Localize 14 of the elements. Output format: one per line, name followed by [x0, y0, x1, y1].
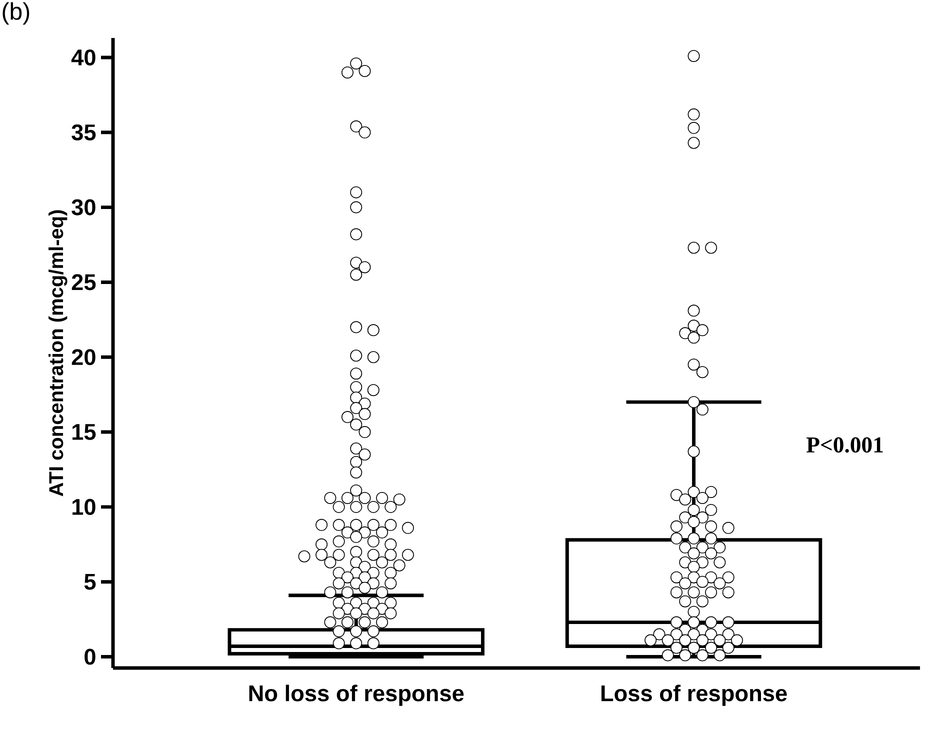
y-tick-label: 0	[84, 648, 96, 665]
y-tick-label: 20	[72, 349, 96, 366]
y-tick-label: 40	[71, 49, 96, 66]
y-tick-label: 25	[72, 274, 96, 290]
y-tick-label: 10	[72, 498, 96, 515]
annotation: P<0.001	[806, 437, 883, 453]
text: (b)	[2, 2, 30, 25]
y-tick-label: 5	[84, 574, 96, 590]
y-tick-label: 30	[72, 199, 96, 216]
x-tick-label: No loss of response	[249, 684, 464, 706]
y-axis-title: ATI concentration (mcg/ml-eq)	[48, 210, 68, 496]
y-tick-label: 35	[72, 124, 96, 140]
y-tick-label: 15	[72, 424, 96, 440]
x-tick-label: Loss of response	[601, 684, 787, 706]
